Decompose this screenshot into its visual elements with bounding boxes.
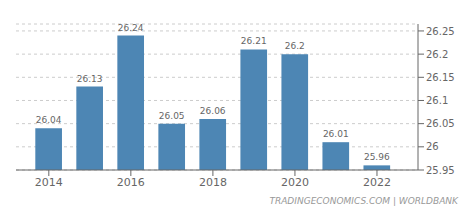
svg-text:26.01: 26.01 xyxy=(323,129,349,139)
svg-text:26.24: 26.24 xyxy=(118,23,144,33)
svg-text:2016: 2016 xyxy=(117,176,145,189)
svg-text:26.15: 26.15 xyxy=(426,72,455,83)
svg-text:26.2: 26.2 xyxy=(426,49,448,60)
svg-text:26.06: 26.06 xyxy=(200,106,226,116)
svg-text:26.1: 26.1 xyxy=(426,95,448,106)
svg-text:26.2: 26.2 xyxy=(285,41,305,51)
svg-text:2020: 2020 xyxy=(281,176,309,189)
svg-text:26.05: 26.05 xyxy=(159,111,185,121)
svg-text:26.13: 26.13 xyxy=(77,74,103,84)
svg-text:2014: 2014 xyxy=(35,176,63,189)
svg-text:2018: 2018 xyxy=(199,176,227,189)
svg-text:2022: 2022 xyxy=(363,176,391,189)
svg-text:26.21: 26.21 xyxy=(241,36,267,46)
svg-text:26: 26 xyxy=(426,141,439,152)
svg-text:25.96: 25.96 xyxy=(364,152,390,162)
svg-text:26.25: 26.25 xyxy=(426,26,455,37)
html-text:TRADINGECONOMICS.COM | WORLDBA: TRADINGECONOMICS.COM | WORLDBANK xyxy=(269,196,458,206)
svg-text:25.95: 25.95 xyxy=(426,165,455,176)
svg-text:26.05: 26.05 xyxy=(426,118,455,129)
svg-text:26.04: 26.04 xyxy=(36,115,62,125)
